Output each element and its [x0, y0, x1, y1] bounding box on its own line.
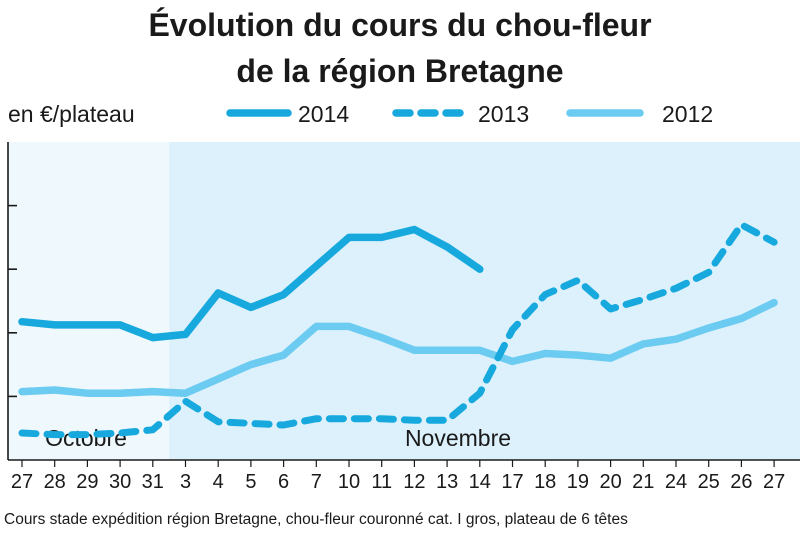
- chart-title-line2: de la région Bretagne: [236, 53, 563, 89]
- x-tick-label: 6: [278, 471, 289, 493]
- x-tick-label: 13: [436, 471, 458, 493]
- source-note: Cours stade expédition région Bretagne, …: [4, 511, 628, 528]
- legend: 2014 2013 2012: [226, 101, 713, 127]
- month-label-novembre: Novembre: [405, 425, 511, 451]
- x-tick-label: 30: [109, 471, 131, 493]
- y-axis-ticks: [8, 204, 17, 398]
- x-tick-label: 3: [180, 471, 191, 493]
- x-tick-label: 10: [338, 471, 360, 493]
- plot-background-october: [8, 142, 170, 460]
- x-tick-label: 4: [213, 471, 224, 493]
- x-tick-label: 7: [311, 471, 322, 493]
- series-line-2013: [18, 221, 778, 439]
- x-tick-label: 18: [534, 471, 556, 493]
- x-tick-label: 29: [76, 471, 98, 493]
- x-tick-label: 11: [371, 471, 392, 493]
- legend-label-2012: 2012: [662, 101, 713, 127]
- x-axis-tick-labels: 27 28 29 30 31 3 4 5 6 7 10 11 12 13 14 17 18 19 20 21 24 25 2…: [11, 471, 785, 493]
- legend-label-2013: 2013: [478, 101, 529, 127]
- x-tick-label: 27: [11, 471, 33, 493]
- x-tick-label: 19: [567, 471, 589, 493]
- x-tick-label: 12: [403, 471, 425, 493]
- x-axis-ticks: [21, 460, 775, 467]
- x-tick-label: 20: [599, 471, 621, 493]
- x-tick-label: 31: [142, 471, 164, 493]
- legend-label-2014: 2014: [298, 101, 349, 127]
- y-axis-unit-label: en €/plateau: [8, 101, 135, 127]
- x-tick-label: 27: [763, 471, 785, 493]
- x-tick-label: 24: [665, 471, 687, 493]
- x-tick-label: 26: [730, 471, 752, 493]
- series-line-2012: [18, 298, 778, 397]
- x-tick-label: 17: [501, 471, 523, 493]
- series-lines: [18, 221, 778, 439]
- x-tick-label: 28: [44, 471, 66, 493]
- x-tick-label: 25: [698, 471, 720, 493]
- x-tick-label: 5: [245, 471, 256, 493]
- series-line-2014: [18, 225, 484, 342]
- x-tick-label: 21: [632, 471, 654, 493]
- x-tick-label: 14: [469, 471, 491, 493]
- chart-title-line1: Évolution du cours du chou-fleur: [148, 7, 651, 43]
